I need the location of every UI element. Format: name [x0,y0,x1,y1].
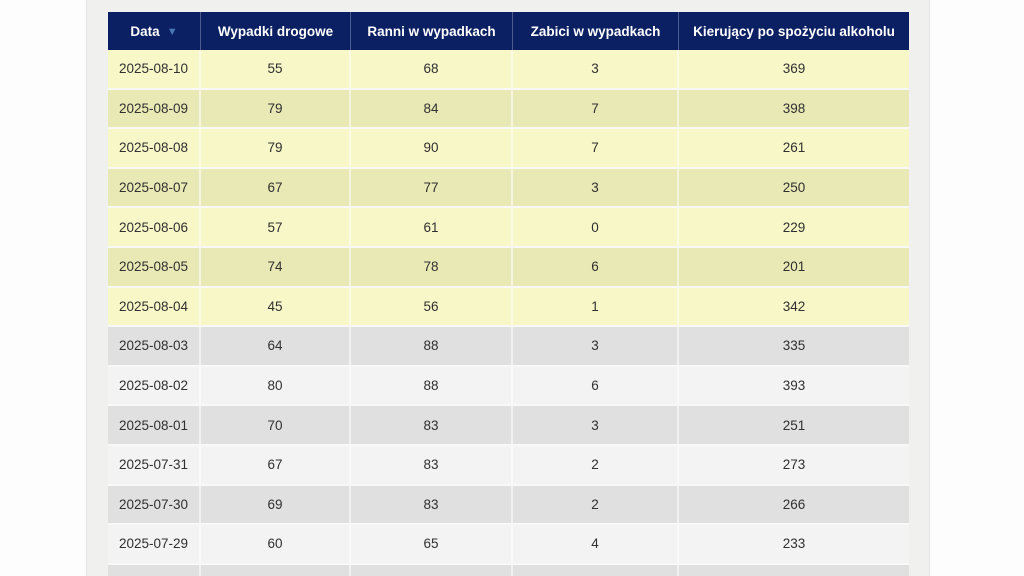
cell-date: 2025-07-29 [108,525,201,563]
cell-accidents: 74 [201,247,351,286]
cell-date [108,564,201,576]
cell-drunk-drivers: 201 [679,247,909,286]
cell-accidents: 79 [201,89,351,128]
cell-injured: 61 [351,208,513,246]
table-header-row: Data ▼ Wypadki drogowe Ranni w wypadkach… [108,12,909,50]
cell-date: 2025-07-31 [108,445,201,484]
cell-date: 2025-08-04 [108,287,201,326]
cell-killed: 7 [513,129,679,167]
table-row: 2025-08-03 64 88 3 335 [108,327,909,367]
cell-injured: 65 [351,525,513,563]
cell-accidents: 79 [201,129,351,167]
column-header-accidents-label: Wypadki drogowe [217,23,334,39]
cell-drunk-drivers: 233 [679,525,909,563]
cell-injured: 83 [351,445,513,484]
column-header-injured[interactable]: Ranni w wypadkach [351,12,513,50]
column-header-drunk-drivers[interactable]: Kierujący po spożyciu alkoholu [679,12,909,50]
column-header-drunk-drivers-label: Kierujący po spożyciu alkoholu [693,23,895,39]
cell-killed: 3 [513,406,679,444]
sort-descending-icon: ▼ [166,25,178,38]
cell-accidents: 60 [201,525,351,563]
table-row: 2025-08-10 55 68 3 369 [108,50,909,90]
cell-accidents: 45 [201,287,351,326]
table-row-partial [108,564,909,576]
column-header-injured-label: Ranni w wypadkach [367,23,496,39]
table-row: 2025-08-04 45 56 1 342 [108,287,909,328]
cell-drunk-drivers: 369 [679,50,909,88]
cell-accidents: 70 [201,406,351,444]
cell-date: 2025-08-01 [108,406,201,444]
cell-accidents: 67 [201,445,351,484]
cell-date: 2025-08-05 [108,247,201,286]
cell-killed: 3 [513,327,679,365]
cell-accidents: 57 [201,208,351,246]
cell-drunk-drivers: 250 [679,168,909,207]
cell-injured: 84 [351,89,513,128]
cell-injured: 68 [351,50,513,88]
cell-accidents [201,564,351,576]
cell-accidents: 69 [201,485,351,524]
cell-injured: 78 [351,247,513,286]
table-row: 2025-08-01 70 83 3 251 [108,406,909,446]
cell-accidents: 64 [201,327,351,365]
content-panel: Data ▼ Wypadki drogowe Ranni w wypadkach… [86,0,930,576]
table-row: 2025-08-08 79 90 7 261 [108,129,909,169]
cell-killed: 6 [513,366,679,405]
cell-drunk-drivers: 229 [679,208,909,246]
cell-killed [513,564,679,576]
table-row: 2025-07-29 60 65 4 233 [108,525,909,565]
cell-killed: 2 [513,445,679,484]
cell-drunk-drivers: 273 [679,445,909,484]
cell-killed: 6 [513,247,679,286]
cell-date: 2025-08-10 [108,50,201,88]
table-row: 2025-08-05 74 78 6 201 [108,247,909,288]
column-header-killed-label: Zabici w wypadkach [530,23,661,39]
column-header-date[interactable]: Data ▼ [108,12,201,50]
cell-killed: 3 [513,50,679,88]
table-row: 2025-07-31 67 83 2 273 [108,445,909,486]
cell-date: 2025-08-08 [108,129,201,167]
cell-injured: 56 [351,287,513,326]
cell-killed: 1 [513,287,679,326]
cell-accidents: 55 [201,50,351,88]
cell-accidents: 80 [201,366,351,405]
accidents-table: Data ▼ Wypadki drogowe Ranni w wypadkach… [108,12,909,576]
cell-injured: 83 [351,406,513,444]
cell-date: 2025-08-02 [108,366,201,405]
cell-date: 2025-08-03 [108,327,201,365]
cell-drunk-drivers: 251 [679,406,909,444]
cell-drunk-drivers: 398 [679,89,909,128]
column-header-killed[interactable]: Zabici w wypadkach [513,12,679,50]
cell-drunk-drivers: 261 [679,129,909,167]
table-row: 2025-08-07 67 77 3 250 [108,168,909,209]
column-header-accidents[interactable]: Wypadki drogowe [201,12,351,50]
cell-accidents: 67 [201,168,351,207]
cell-date: 2025-07-30 [108,485,201,524]
cell-drunk-drivers: 342 [679,287,909,326]
cell-injured: 88 [351,327,513,365]
cell-date: 2025-08-07 [108,168,201,207]
cell-drunk-drivers [679,564,909,576]
cell-injured: 88 [351,366,513,405]
table-row: 2025-08-06 57 61 0 229 [108,208,909,248]
cell-injured: 77 [351,168,513,207]
cell-date: 2025-08-06 [108,208,201,246]
cell-killed: 2 [513,485,679,524]
table-row: 2025-08-09 79 84 7 398 [108,89,909,130]
cell-injured: 83 [351,485,513,524]
cell-drunk-drivers: 393 [679,366,909,405]
cell-date: 2025-08-09 [108,89,201,128]
table-row: 2025-08-02 80 88 6 393 [108,366,909,407]
table-row: 2025-07-30 69 83 2 266 [108,485,909,526]
cell-killed: 0 [513,208,679,246]
table-body: 2025-08-10 55 68 3 369 2025-08-09 79 84 … [108,50,909,576]
cell-injured [351,564,513,576]
cell-killed: 7 [513,89,679,128]
cell-drunk-drivers: 335 [679,327,909,365]
cell-killed: 3 [513,168,679,207]
cell-drunk-drivers: 266 [679,485,909,524]
cell-killed: 4 [513,525,679,563]
column-header-date-label: Data [130,23,160,39]
cell-injured: 90 [351,129,513,167]
